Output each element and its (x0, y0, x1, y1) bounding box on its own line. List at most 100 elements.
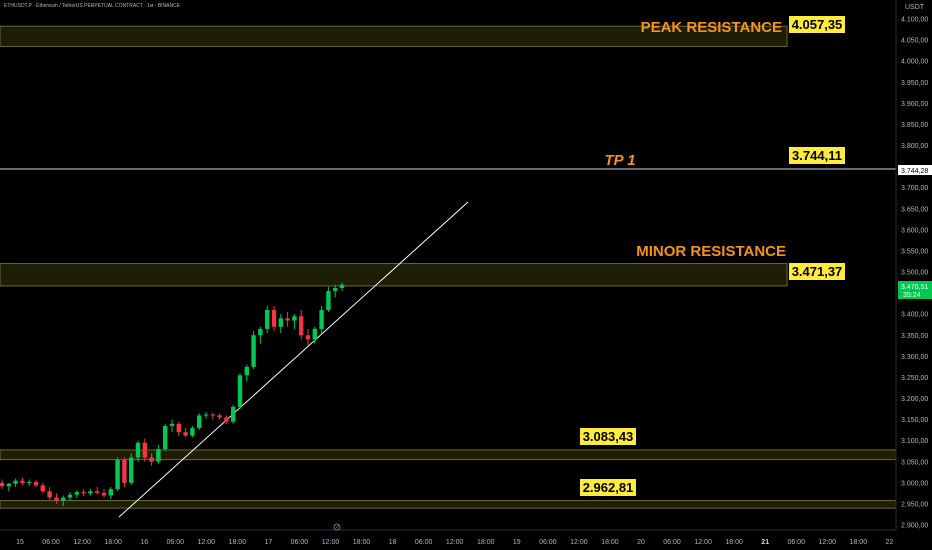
time-tick-label: 12:00 (694, 539, 712, 546)
time-tick-label: 18:00 (725, 539, 743, 546)
time-tick-label: 12:00 (198, 539, 216, 546)
price-tick-label: 3.500,00 (901, 270, 928, 277)
time-tick-label: 15 (16, 539, 24, 546)
candle-body (292, 316, 297, 321)
svg-text:3.470,51: 3.470,51 (901, 284, 928, 291)
candle-body (47, 491, 52, 498)
candle-body (326, 290, 331, 310)
time-tick-label: 21 (761, 539, 769, 546)
candle-body (251, 335, 256, 367)
candle-body (231, 406, 236, 422)
peak-resistance-zone (0, 25, 788, 47)
price-tick-label: 3.300,00 (901, 354, 928, 361)
time-axis[interactable]: 15 06:00 12:00 18:00 16 06:00 12:00 18:00 17 06:0… (0, 529, 896, 546)
support1-price-tag[interactable]: 3.083,43 (580, 428, 636, 445)
price-tick-label: 4.050,00 (901, 38, 928, 45)
candle-body (88, 491, 93, 494)
candle-body (6, 483, 11, 487)
time-tick-label: 06:00 (539, 539, 557, 546)
time-tick-label: 06:00 (166, 539, 184, 546)
minor-price-tag[interactable]: 3.471,37 (789, 263, 845, 280)
candle-body (156, 449, 161, 462)
candle-body (163, 425, 168, 450)
time-tick-label: 06:00 (415, 539, 433, 546)
price-tick-label: 3.250,00 (901, 375, 928, 382)
time-tick-label: 12:00 (446, 539, 464, 546)
time-tick-label: 18:00 (229, 539, 247, 546)
candle-body (319, 309, 324, 329)
candle-body (20, 480, 25, 483)
svg-text:4.057,35: 4.057,35 (792, 17, 843, 32)
candle-body (149, 457, 154, 462)
candle-body (13, 480, 18, 484)
lines-layer (0, 168, 896, 518)
price-tick-label: 3.850,00 (901, 122, 928, 129)
candle-body (299, 316, 304, 336)
svg-text:2.962,81: 2.962,81 (583, 480, 634, 495)
time-tick-label: 17 (265, 539, 273, 546)
price-tick-label: 3.650,00 (901, 206, 928, 213)
candle-body (129, 457, 134, 483)
candles-layer (0, 282, 345, 507)
time-tick-label: 20 (637, 539, 645, 546)
tp1-axis-marker: 3.744,28 (898, 165, 932, 175)
candle-body (210, 414, 215, 416)
time-tick-label: 12:00 (570, 539, 588, 546)
candle-body (0, 482, 5, 487)
candle-body (115, 459, 120, 490)
candle-body (258, 328, 263, 336)
candle-body (95, 491, 100, 493)
price-tick-label: 3.950,00 (901, 80, 928, 87)
price-tick-label: 4.100,00 (901, 17, 928, 24)
crosshair-target-icon[interactable] (333, 523, 341, 531)
candle-body (285, 318, 290, 321)
price-tick-label: 3.150,00 (901, 417, 928, 424)
time-tick-label: 12:00 (819, 539, 837, 546)
current-price-marker: 3.470,51 35:24 (898, 281, 932, 299)
minor-resistance-label: MINOR RESISTANCE (636, 243, 786, 260)
candle-body (217, 415, 222, 418)
price-tick-label: 3.800,00 (901, 143, 928, 150)
candle-body (183, 432, 188, 436)
candle-body (312, 328, 317, 340)
minor-resistance-zone (0, 263, 788, 287)
candle-body (278, 318, 283, 327)
support2-price-tag[interactable]: 2.962,81 (580, 479, 636, 496)
price-tick-label: 3.100,00 (901, 438, 928, 445)
candle-body (237, 375, 243, 407)
price-tick-label: 3.350,00 (901, 333, 928, 340)
candle-body (40, 485, 45, 492)
time-tick-label: 12:00 (73, 539, 91, 546)
time-tick-label: 18:00 (104, 539, 122, 546)
price-tick-label: 2.950,00 (901, 501, 928, 508)
candle-body (244, 366, 249, 376)
candle-body (108, 489, 113, 496)
price-axis[interactable]: 4.100,00 4.050,00 4.000,00 3.950,00 3.900,00… (895, 0, 932, 550)
time-tick-label: 06:00 (291, 539, 309, 546)
time-tick-label: 18:00 (601, 539, 619, 546)
time-tick-label: 12:00 (322, 539, 340, 546)
time-tick-label: 06:00 (787, 539, 805, 546)
peak-resistance-label: PEAK RESISTANCE (641, 19, 782, 36)
candle-body (27, 481, 32, 483)
price-tick-label: 2.900,00 (901, 523, 928, 530)
candle-body (67, 494, 73, 498)
time-tick-label: 22 (886, 539, 894, 546)
price-tick-label: 3.400,00 (901, 312, 928, 319)
candle-body (333, 288, 338, 291)
price-tick-label: 3.900,00 (901, 101, 928, 108)
chart-title: ETHUSDT.P · Ethereum / TetherUS PERPETUA… (4, 3, 181, 9)
svg-text:3.471,37: 3.471,37 (792, 264, 843, 279)
candle-body (33, 481, 39, 486)
candle-body (61, 497, 66, 501)
tp1-price-tag[interactable]: 3.744,11 (789, 147, 845, 164)
svg-text:3.744,28: 3.744,28 (901, 168, 928, 175)
price-tick-label: 3.050,00 (901, 459, 928, 466)
candle-body (176, 423, 181, 433)
peak-price-tag[interactable]: 4.057,35 (789, 16, 845, 33)
candle-body (101, 492, 107, 496)
candle-body (74, 492, 79, 495)
time-tick-label: 19 (513, 539, 521, 546)
candle-body (305, 335, 311, 340)
